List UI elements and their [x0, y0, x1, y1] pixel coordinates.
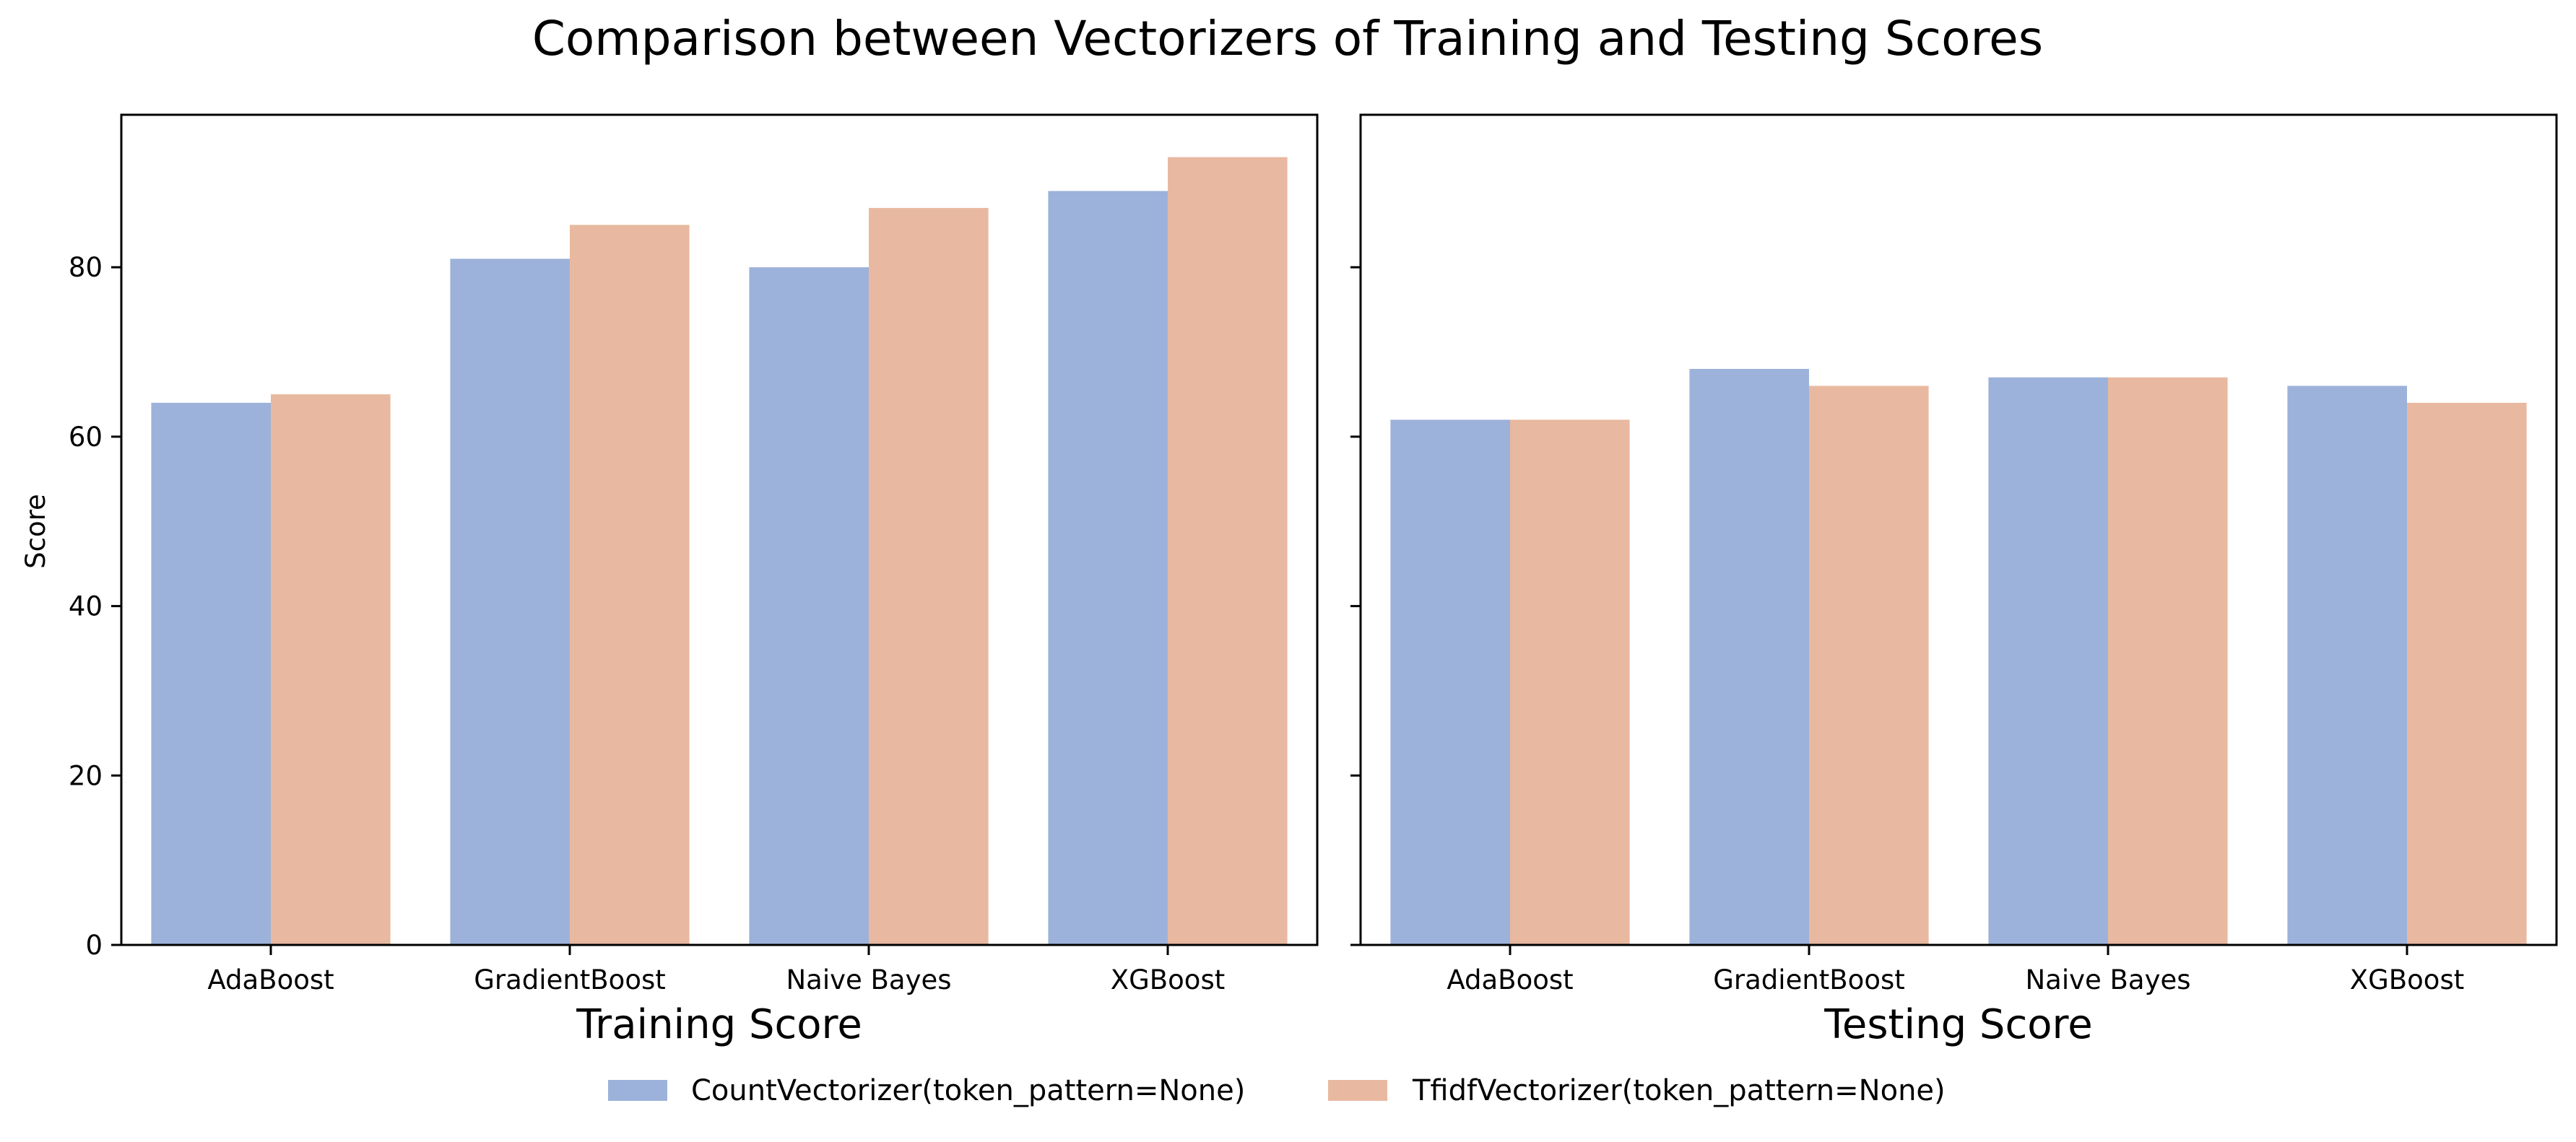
legend-label: CountVectorizer(token_pattern=None)	[691, 1074, 1245, 1107]
bar-naive-bayes-series-1	[1988, 377, 2108, 945]
legend-swatch	[608, 1080, 667, 1101]
bar-naive-bayes-series-2	[2108, 377, 2228, 945]
x-tick-label: GradientBoost	[1713, 964, 1905, 995]
bar-xgboost-series-1	[1048, 191, 1168, 945]
axes-frame	[1359, 113, 2558, 946]
panel-2: AdaBoost GradientBoost Naive Bayes XGBoost T…	[1350, 113, 2558, 1048]
bar-gradientboost-series-1	[450, 258, 570, 945]
panel-x-axis-label: Training Score	[576, 1001, 862, 1048]
bar-gradientboost-series-2	[570, 225, 690, 945]
bar-xgboost-series-2	[2407, 402, 2527, 945]
x-tick-label: Naive Bayes	[786, 964, 951, 995]
chart-title: Comparison between Vectorizers of Traini…	[532, 11, 2043, 66]
panel-1: 0 20 40 60 80 AdaBoost GradientBoost Naive Baye…	[69, 113, 1319, 1048]
bar-adaboost-series-1	[1390, 419, 1510, 945]
bar-xgboost-series-2	[1168, 157, 1288, 945]
panel-x-axis-label: Testing Score	[1823, 1001, 2093, 1048]
bar-naive-bayes-series-2	[869, 208, 989, 946]
bar-adaboost-series-2	[1510, 419, 1630, 945]
x-tick-label: AdaBoost	[207, 964, 334, 995]
x-tick-label: AdaBoost	[1447, 964, 1573, 995]
panels: 0 20 40 60 80 AdaBoost GradientBoost Naive Baye…	[69, 113, 2558, 1048]
bar-gradientboost-series-1	[1689, 369, 1809, 945]
x-tick-label: Naive Bayes	[2025, 964, 2190, 995]
bar-xgboost-series-1	[2287, 385, 2407, 945]
y-tick-label: 0	[85, 930, 103, 961]
y-tick-label: 60	[69, 422, 103, 453]
axes-frame	[120, 113, 1319, 946]
y-axis-label: Score	[20, 494, 51, 569]
legend-item-1: CountVectorizer(token_pattern=None)	[608, 1074, 1245, 1107]
x-tick-label: XGBoost	[2350, 964, 2464, 995]
legend-label: TfidfVectorizer(token_pattern=None)	[1412, 1074, 1946, 1107]
y-tick-label: 80	[69, 252, 103, 283]
bar-naive-bayes-series-1	[749, 267, 869, 946]
x-tick-label: GradientBoost	[474, 964, 666, 995]
bar-gradientboost-series-2	[1809, 385, 1929, 945]
bar-adaboost-series-2	[271, 394, 391, 945]
legend-swatch	[1328, 1080, 1387, 1101]
bar-adaboost-series-1	[151, 402, 271, 945]
legend: CountVectorizer(token_pattern=None) Tfidf…	[608, 1074, 1946, 1107]
x-tick-label: XGBoost	[1111, 964, 1225, 995]
legend-item-2: TfidfVectorizer(token_pattern=None)	[1328, 1074, 1946, 1107]
y-tick-label: 40	[69, 591, 103, 622]
y-tick-label: 20	[69, 760, 103, 791]
